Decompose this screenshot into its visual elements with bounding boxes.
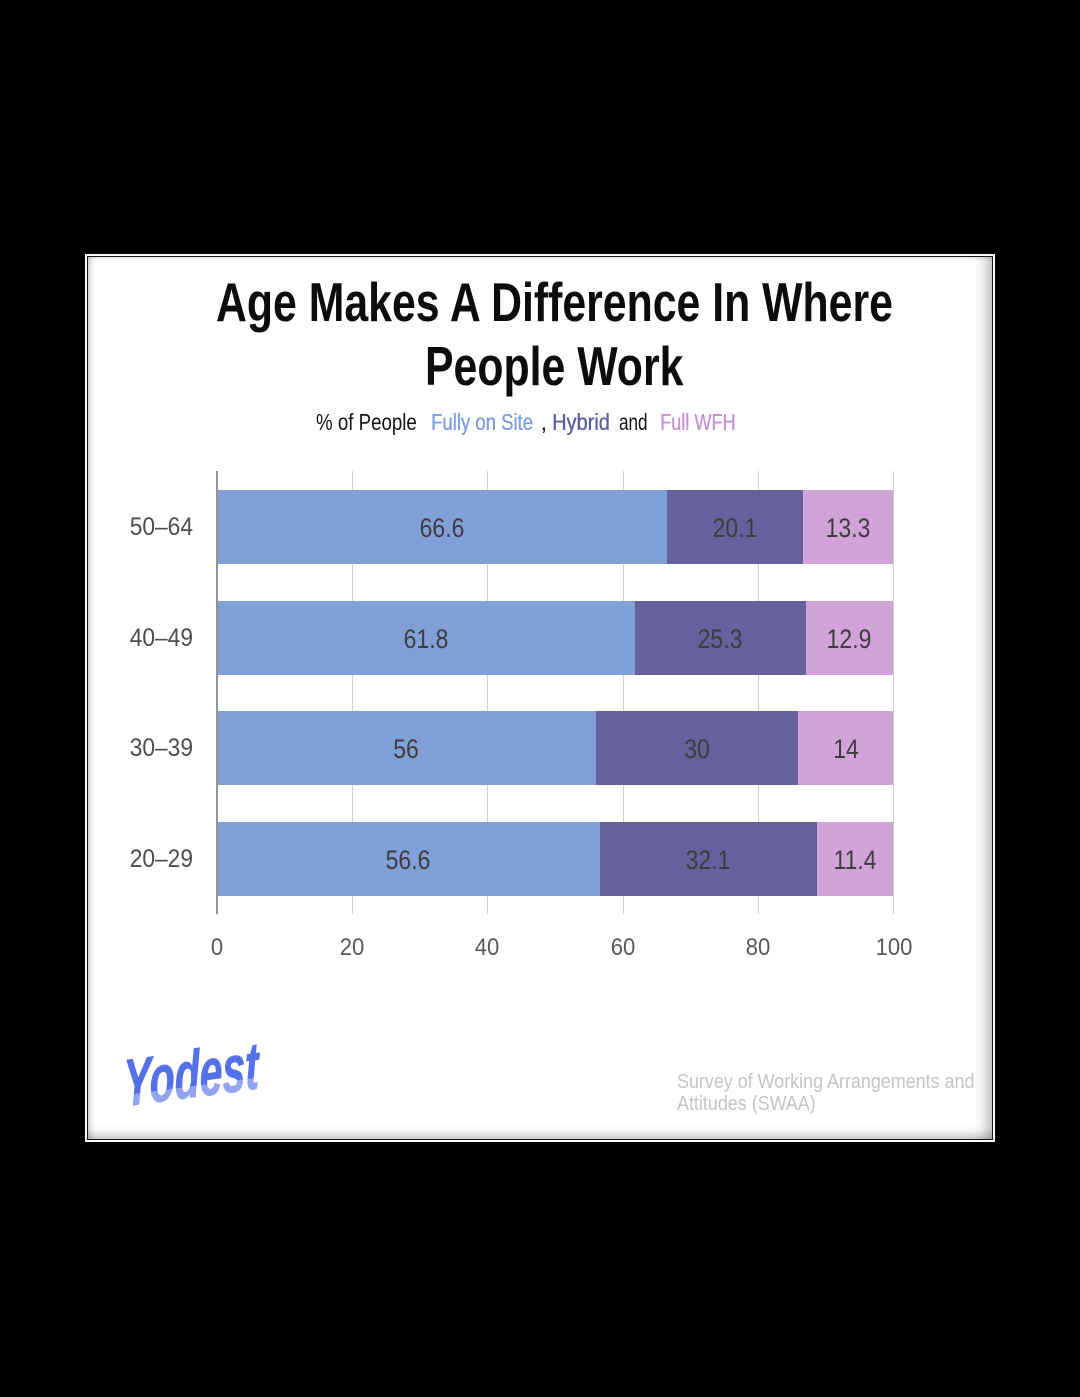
svg-text:Yodest: Yodest xyxy=(123,1028,262,1121)
